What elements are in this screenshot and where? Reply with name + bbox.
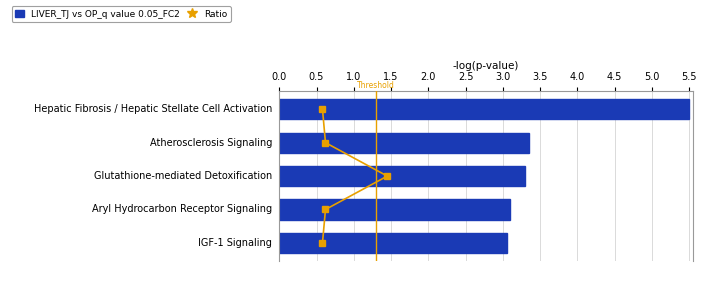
- Text: IGF-1 Signaling: IGF-1 Signaling: [199, 238, 272, 248]
- Text: Atherosclerosis Signaling: Atherosclerosis Signaling: [150, 138, 272, 148]
- Text: Glutathione-mediated Detoxification: Glutathione-mediated Detoxification: [94, 171, 272, 181]
- Text: Threshold: Threshold: [357, 81, 395, 90]
- X-axis label: -log(p-value): -log(p-value): [453, 61, 519, 71]
- Bar: [279, 199, 510, 220]
- Bar: [279, 166, 525, 186]
- Text: Aryl Hydrocarbon Receptor Signaling: Aryl Hydrocarbon Receptor Signaling: [92, 204, 272, 214]
- Bar: [279, 133, 529, 153]
- Text: Hepatic Fibrosis / Hepatic Stellate Cell Activation: Hepatic Fibrosis / Hepatic Stellate Cell…: [34, 104, 272, 114]
- Legend: LIVER_TJ vs OP_q value 0.05_FC2, Ratio: LIVER_TJ vs OP_q value 0.05_FC2, Ratio: [11, 6, 230, 22]
- Bar: [279, 99, 689, 119]
- Bar: [279, 233, 506, 253]
